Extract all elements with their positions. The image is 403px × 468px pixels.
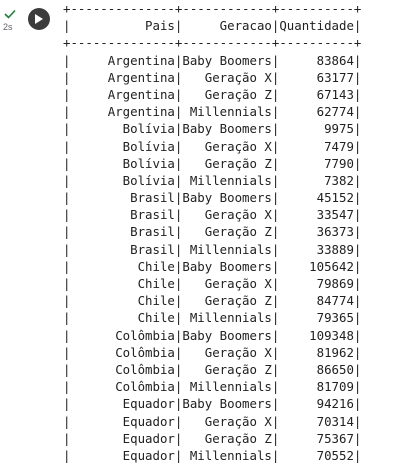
cell-gutter: 2s [0, 0, 58, 468]
table-row: | Brasil| Geração Z| 36373| [63, 224, 362, 240]
table-row: | Bolívia| Geração X| 7479| [63, 138, 362, 154]
table-row: | Argentina| Geração X| 63177| [63, 69, 362, 85]
table-row: | Brasil|Baby Boomers| 45152| [63, 190, 362, 206]
run-cell-button[interactable] [28, 8, 50, 30]
table-row: | Brasil| Geração X| 33547| [63, 207, 362, 223]
table-row: | Chile| Geração Z| 84774| [63, 293, 362, 309]
cell-output: +--------------+------------+----------+… [63, 0, 399, 468]
execution-time: 2s [3, 22, 13, 32]
table-row: | Brasil| Millennials| 33889| [63, 241, 362, 257]
table-row: | Bolívia|Baby Boomers| 9975| [63, 121, 362, 137]
table-row: | Bolívia| Geração Z| 7790| [63, 155, 362, 171]
table-body: | Argentina|Baby Boomers| 83864| | Argent… [63, 52, 399, 465]
table-row: | Equador|Baby Boomers| 94216| [63, 396, 362, 412]
table-row: | Argentina| Millennials| 62774| [63, 104, 362, 120]
table-row: | Chile| Geração X| 79869| [63, 276, 362, 291]
table-row: | Argentina|Baby Boomers| 83864| [63, 52, 362, 68]
table-border-top: +--------------+------------+----------+ [63, 1, 362, 16]
table-row: | Colômbia| Geração Z| 86650| [63, 361, 362, 377]
table-header-row: | Pais| Geracao|Quantidade| [63, 18, 362, 34]
table-border-header: +--------------+------------+----------+ [63, 35, 362, 51]
table-row: | Colômbia| Geração X| 81962| [63, 344, 362, 360]
table-row: | Chile| Millennials| 79365| [63, 310, 362, 326]
table-row: | Colômbia|Baby Boomers| 109348| [63, 327, 362, 343]
table-row: | Equador| Geração Z| 75367| [63, 430, 362, 446]
table-row: | Chile|Baby Boomers| 105642| [63, 258, 362, 274]
table-row: | Bolívia| Millennials| 7382| [63, 172, 362, 188]
play-icon [35, 14, 43, 24]
output-table: +--------------+------------+----------+… [63, 0, 399, 464]
table-row: | Argentina| Geração Z| 67143| [63, 86, 362, 102]
check-icon [4, 9, 16, 19]
table-row: | Equador| Millennials| 70552| [63, 447, 362, 463]
table-row: | Colômbia| Millennials| 81709| [63, 379, 362, 395]
table-row: | Equador| Geração X| 70314| [63, 413, 362, 429]
